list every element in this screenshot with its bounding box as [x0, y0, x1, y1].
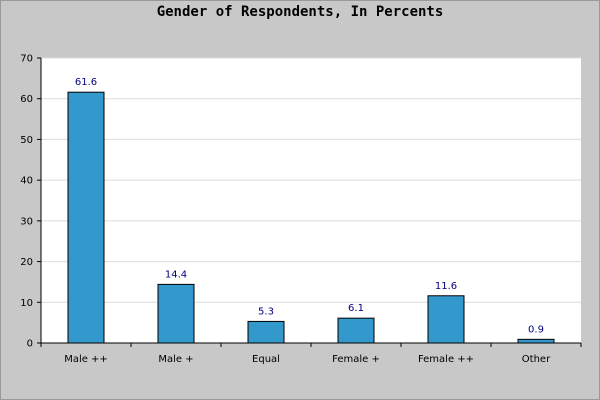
value-label: 14.4 — [165, 269, 187, 280]
y-tick-label: 40 — [20, 176, 33, 187]
y-tick-label: 50 — [20, 135, 33, 146]
y-tick-label: 70 — [20, 54, 33, 65]
bars — [67, 91, 555, 344]
value-label: 0.9 — [528, 324, 544, 335]
grid-lines — [41, 57, 581, 303]
x-tick-label: Other — [522, 354, 551, 365]
chart-title: Gender of Respondents, In Percents — [156, 4, 444, 20]
bar — [517, 338, 555, 344]
bar — [67, 91, 105, 344]
bar — [337, 317, 375, 344]
y-tick-label: 60 — [20, 94, 33, 105]
value-labels: 61.6 14.4 5.3 6.1 11.6 0.9 — [75, 77, 544, 335]
x-tick-label: Female + — [332, 354, 380, 365]
value-label: 61.6 — [75, 77, 97, 88]
y-tick-label: 0 — [27, 339, 33, 350]
value-label: 6.1 — [348, 303, 364, 314]
value-label: 11.6 — [435, 281, 457, 292]
value-label: 5.3 — [258, 306, 274, 317]
x-tick-label: Equal — [252, 354, 280, 365]
y-tick-label: 10 — [20, 298, 33, 309]
y-axis-ticks: 0 10 20 30 40 50 60 70 — [20, 54, 41, 350]
x-tick-label: Male ++ — [64, 354, 108, 365]
plot-area — [41, 58, 581, 343]
bar — [157, 283, 195, 344]
x-tick-label: Female ++ — [418, 354, 474, 365]
bar — [427, 295, 465, 344]
bar — [247, 320, 285, 344]
x-tick-label: Male + — [158, 354, 193, 365]
y-tick-label: 20 — [20, 257, 33, 268]
y-tick-label: 30 — [20, 216, 33, 227]
x-axis-ticks: Male ++ Male + Equal Female + Female ++ Other — [40, 343, 582, 365]
